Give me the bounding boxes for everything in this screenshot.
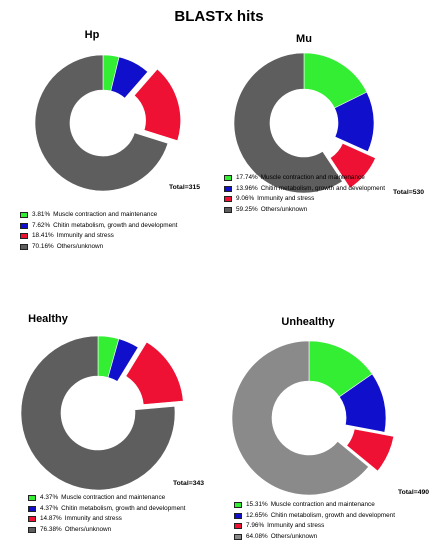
legend-item: 12.65% Chitin metabolism, growth and deve… — [234, 511, 395, 522]
figure-title: BLASTx hits — [174, 8, 264, 25]
legend-swatch — [224, 196, 232, 203]
slice-others-unknown — [231, 340, 369, 496]
legend-swatch — [224, 175, 232, 182]
total-label: Total=343 — [173, 480, 204, 487]
legend-item: 13.96% Chitin metabolism, growth and deve… — [224, 184, 385, 195]
total-label: Total=530 — [393, 189, 424, 196]
legend-label: Chitin metabolism, growth and developmen… — [270, 511, 396, 519]
slice-immunity-and-stress — [346, 428, 395, 472]
legend-swatch — [28, 527, 36, 534]
total-label: Total=490 — [398, 489, 429, 496]
legend-percent: 15.31% — [246, 501, 268, 508]
legend-label: Others/unknown — [270, 532, 318, 540]
legend-label: Muscle contraction and maintenance — [270, 501, 375, 508]
legend-label: Others/unknown — [260, 205, 308, 213]
legend-percent: 76.38% — [40, 525, 62, 533]
legend-swatch — [28, 516, 36, 523]
legend-swatch — [234, 512, 242, 519]
slice-others-unknown — [233, 52, 343, 194]
legend-item: 17.74% Muscle contraction and maintenance — [224, 173, 385, 184]
slice-immunity-and-stress — [329, 142, 376, 189]
legend: 3.81% Muscle contraction and maintenance 7… — [20, 210, 177, 252]
chart-title: Unhealthy — [281, 316, 335, 328]
legend-percent: 9.06% — [236, 195, 255, 203]
legend-item: 59.25% Others/unknown — [224, 205, 385, 216]
legend-percent: 59.25% — [236, 205, 258, 213]
legend-label: Chitin metabolism, growth and developmen… — [260, 184, 386, 192]
legend-swatch — [20, 244, 28, 251]
slice-chitin-metabolism-growth-and-development — [107, 338, 139, 382]
legend-label: Muscle contraction and maintenance — [61, 494, 166, 501]
legend-label: Others/unknown — [64, 525, 112, 533]
chart-panel-mu: Mu Total=530 17.74% Muscle contraction and … — [219, 20, 438, 290]
legend-swatch — [224, 207, 232, 214]
legend-percent: 7.62% — [32, 221, 51, 229]
legend: 17.74% Muscle contraction and maintenance… — [224, 173, 385, 215]
legend-item: 9.06% Immunity and stress — [224, 194, 385, 205]
chart-title: Hp — [85, 29, 100, 41]
legend-swatch — [234, 502, 242, 509]
legend-swatch — [234, 534, 242, 541]
slice-immunity-and-stress — [133, 68, 181, 142]
total-label: Total=315 — [169, 184, 200, 191]
legend-label: Immunity and stress — [56, 232, 114, 240]
legend-item: 7.62% Chitin metabolism, growth and devel… — [20, 221, 177, 232]
chart-panel-unhealthy: Unhealthy Total=490 15.31% Muscle contracti… — [219, 290, 438, 560]
legend-percent: 18.41% — [32, 232, 54, 240]
legend-label: Immunity and stress — [64, 515, 122, 523]
legend-item: 4.37% Muscle contraction and maintenance — [28, 493, 185, 504]
slice-chitin-metabolism-growth-and-development — [338, 373, 387, 433]
legend-percent: 14.87% — [40, 515, 62, 523]
legend-item: 64.08% Others/unknown — [234, 532, 395, 543]
chart-title: Mu — [296, 33, 312, 45]
legend-item: 4.37% Chitin metabolism, growth and devel… — [28, 504, 185, 515]
legend-label: Immunity and stress — [257, 195, 315, 203]
legend-percent: 70.16% — [32, 242, 54, 250]
legend-swatch — [20, 233, 28, 240]
slice-others-unknown — [34, 54, 169, 192]
chart-panel-healthy: Healthy Total=343 4.37% Muscle contraction … — [0, 290, 219, 560]
legend-swatch — [28, 495, 36, 502]
legend-item: 7.96% Immunity and stress — [234, 521, 395, 532]
legend-label: Others/unknown — [56, 242, 104, 250]
legend-item: 70.16% Others/unknown — [20, 242, 177, 253]
donut-chart-unhealthy: Unhealthy Total=490 — [231, 316, 429, 496]
slice-others-unknown — [20, 335, 176, 491]
legend-swatch — [28, 505, 36, 512]
legend-percent: 17.74% — [236, 174, 258, 181]
chart-title: Healthy — [28, 313, 69, 325]
legend-item: 3.81% Muscle contraction and maintenance — [20, 210, 177, 221]
legend: 15.31% Muscle contraction and maintenance… — [234, 500, 395, 542]
donut-chart-hp: Hp Total=315 — [34, 29, 200, 192]
legend-item: 15.31% Muscle contraction and maintenance — [234, 500, 395, 511]
legend-item: 14.87% Immunity and stress — [28, 514, 185, 525]
legend-swatch — [224, 185, 232, 192]
slice-chitin-metabolism-growth-and-development — [110, 56, 149, 99]
legend-percent: 7.96% — [246, 522, 265, 530]
legend-percent: 4.37% — [40, 504, 59, 512]
legend-percent: 4.37% — [40, 494, 59, 501]
chart-panel-hp: Hp Total=315 3.81% Muscle contraction and m… — [0, 20, 219, 290]
legend-percent: 13.96% — [236, 184, 258, 192]
donut-chart-healthy: Healthy Total=343 — [20, 313, 204, 491]
legend-swatch — [20, 222, 28, 229]
slice-immunity-and-stress — [125, 341, 184, 405]
legend-label: Muscle contraction and maintenance — [260, 174, 365, 181]
donut-chart-mu: Mu Total=530 — [233, 33, 424, 196]
legend-percent: 64.08% — [246, 532, 268, 540]
legend-label: Immunity and stress — [267, 522, 325, 530]
legend-percent: 12.65% — [246, 511, 268, 519]
legend-item: 18.41% Immunity and stress — [20, 231, 177, 242]
legend-swatch — [234, 523, 242, 530]
legend-label: Chitin metabolism, growth and developmen… — [61, 504, 186, 512]
legend-percent: 3.81% — [32, 211, 51, 218]
slice-chitin-metabolism-growth-and-development — [334, 91, 375, 152]
legend-label: Chitin metabolism, growth and developmen… — [53, 221, 178, 229]
legend-item: 76.38% Others/unknown — [28, 525, 185, 536]
legend-swatch — [20, 212, 28, 219]
legend-label: Muscle contraction and maintenance — [53, 211, 158, 218]
legend: 4.37% Muscle contraction and maintenance 4… — [28, 493, 185, 535]
